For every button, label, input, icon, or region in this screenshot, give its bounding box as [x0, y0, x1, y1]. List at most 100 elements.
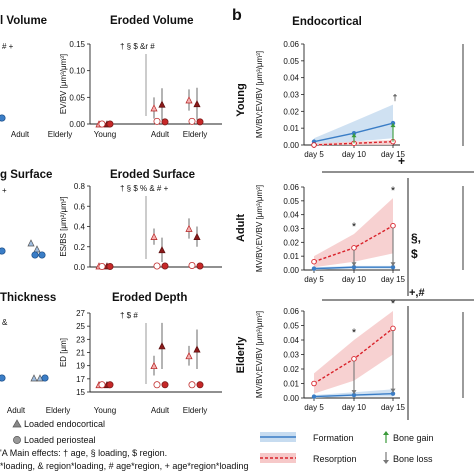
- data-point: [106, 381, 114, 389]
- y-tick-label: 0.03: [283, 225, 299, 234]
- data-point: [161, 118, 169, 126]
- data-point: [161, 381, 169, 389]
- annotation-r3-left: &: [2, 318, 8, 327]
- y-tick-label: 27: [76, 309, 85, 318]
- endocortical-line-panels: 0.00 0.01 0.02 0.03 0.04 0.05 0.06 day 5 day 10 d…: [235, 40, 406, 412]
- symbol-section-2: $: [411, 247, 418, 261]
- y-tick-label: 0.2: [74, 243, 86, 252]
- y-axis-label: ES/BS [μm²/μm²]: [59, 196, 68, 256]
- y-tick-label: 0.00: [283, 266, 299, 275]
- data-point: [311, 394, 317, 399]
- marker-partial: [27, 239, 35, 247]
- x-tick-label: day 15: [381, 150, 406, 159]
- data-point: [196, 381, 204, 389]
- data-point: [193, 232, 201, 240]
- data-point: [351, 392, 357, 398]
- y-tick-label: 0.05: [283, 197, 299, 206]
- line-panel: 0.00 0.01 0.02 0.03 0.04 0.05 0.06 day 5 day 10 d…: [235, 183, 406, 284]
- y-axis-label: MV/BV;EV/BV [μm³/μm³]: [255, 185, 264, 272]
- data-point: [351, 245, 357, 251]
- x-tick-label: day 10: [342, 403, 367, 412]
- legend-resorption: Resorption: [313, 454, 357, 464]
- main-effects-line-1: 'A Main effects: † age, § loading, $ reg…: [0, 448, 167, 458]
- scatter-panel: 0.0 0.2 0.4 0.6 0.8 ES/BS [μm²/μm²] † § $ % & …: [59, 182, 222, 272]
- data-point: [390, 265, 396, 270]
- legend-formation: Formation: [313, 433, 354, 443]
- arrowhead: [390, 262, 396, 267]
- bone-gain-arrowhead-icon: [383, 431, 389, 435]
- data-point: [98, 120, 106, 128]
- y-tick-label: 0.04: [283, 74, 299, 83]
- data-point: [185, 352, 193, 360]
- panel-b-label: b: [232, 7, 242, 24]
- line-panel: 0.00 0.01 0.02 0.03 0.04 0.05 0.06 day 5 day 10 d…: [235, 40, 406, 159]
- row-label: Adult: [235, 214, 247, 242]
- data-point: [196, 262, 204, 270]
- y-axis-label: ED [μm]: [59, 338, 68, 367]
- x-tick-label: Elderly: [183, 406, 207, 415]
- symbol-plus-hash: +,#: [409, 287, 425, 299]
- y-tick-label: 0.02: [283, 365, 299, 374]
- y-tick-label: 0.06: [283, 40, 299, 49]
- legend-bone-gain: Bone gain: [393, 433, 434, 443]
- y-tick-label: 15: [76, 388, 85, 397]
- line-panel: 0.00 0.01 0.02 0.03 0.04 0.05 0.06 day 5 day 10 d…: [235, 298, 406, 412]
- y-tick-label: 0.02: [283, 107, 299, 116]
- main-effects-line-2: *loading, & region*loading, # age*region…: [0, 461, 248, 471]
- data-point: [185, 96, 193, 104]
- y-tick-label: 0.01: [283, 252, 299, 261]
- arrowhead: [351, 133, 357, 138]
- data-point: [153, 381, 161, 389]
- marker-partial: [0, 247, 6, 255]
- significance-mark: *: [352, 327, 357, 339]
- data-point: [158, 246, 166, 254]
- x-tick-label: Elderly: [183, 130, 207, 139]
- effects-annotation: † $ #: [120, 311, 138, 320]
- marker-partial: [33, 245, 41, 253]
- arrowhead: [351, 390, 357, 395]
- data-point: [153, 117, 161, 125]
- y-tick-label: 23: [76, 335, 85, 344]
- resorption-band: [314, 198, 393, 268]
- significance-mark: *: [391, 298, 396, 310]
- x-tick-label: day 5: [304, 403, 324, 412]
- significance-mark: †: [392, 93, 397, 103]
- y-tick-label: 0.02: [283, 238, 299, 247]
- data-point: [153, 262, 161, 270]
- marker-partial: [30, 374, 38, 382]
- formation-band: [314, 104, 393, 145]
- data-point: [193, 345, 201, 353]
- x-tick-label: day 5: [304, 275, 324, 284]
- x-tick-label: Young: [94, 130, 116, 139]
- data-point: [150, 232, 158, 240]
- data-point: [98, 262, 106, 270]
- symbol-section-1: §,: [411, 231, 421, 245]
- x-tick-label: day 10: [342, 275, 367, 284]
- y-tick-label: 0.6: [74, 202, 86, 211]
- tick-r3-left-elderly: Elderly: [46, 406, 70, 415]
- left-legend: Loaded endocortical Loaded periosteal 'A…: [0, 419, 248, 471]
- y-tick-label: 0.8: [74, 182, 86, 191]
- x-tick-label: day 15: [381, 275, 406, 284]
- y-tick-label: 0.01: [283, 380, 299, 389]
- symbol-plus: +: [398, 154, 405, 168]
- y-tick-label: 19: [76, 362, 85, 371]
- legend-loaded-periosteal: Loaded periosteal: [24, 435, 96, 445]
- marker-partial: [41, 374, 49, 382]
- resorption-band: [314, 311, 393, 394]
- data-point: [390, 325, 396, 332]
- data-point: [150, 361, 158, 370]
- data-point: [158, 342, 166, 350]
- y-tick-label: 0.06: [283, 183, 299, 192]
- tick-r1-left-elderly: Elderly: [48, 130, 72, 139]
- legend-triangle-icon: [12, 419, 22, 428]
- x-tick-label: Adult: [151, 130, 170, 139]
- tick-r3-left-adult: Adult: [7, 406, 26, 415]
- row-label: Young: [235, 83, 247, 116]
- left-partial-markers: [0, 114, 49, 382]
- data-point: [193, 99, 201, 108]
- y-tick-label: 0.10: [69, 67, 85, 76]
- y-tick-label: 0.05: [283, 57, 299, 66]
